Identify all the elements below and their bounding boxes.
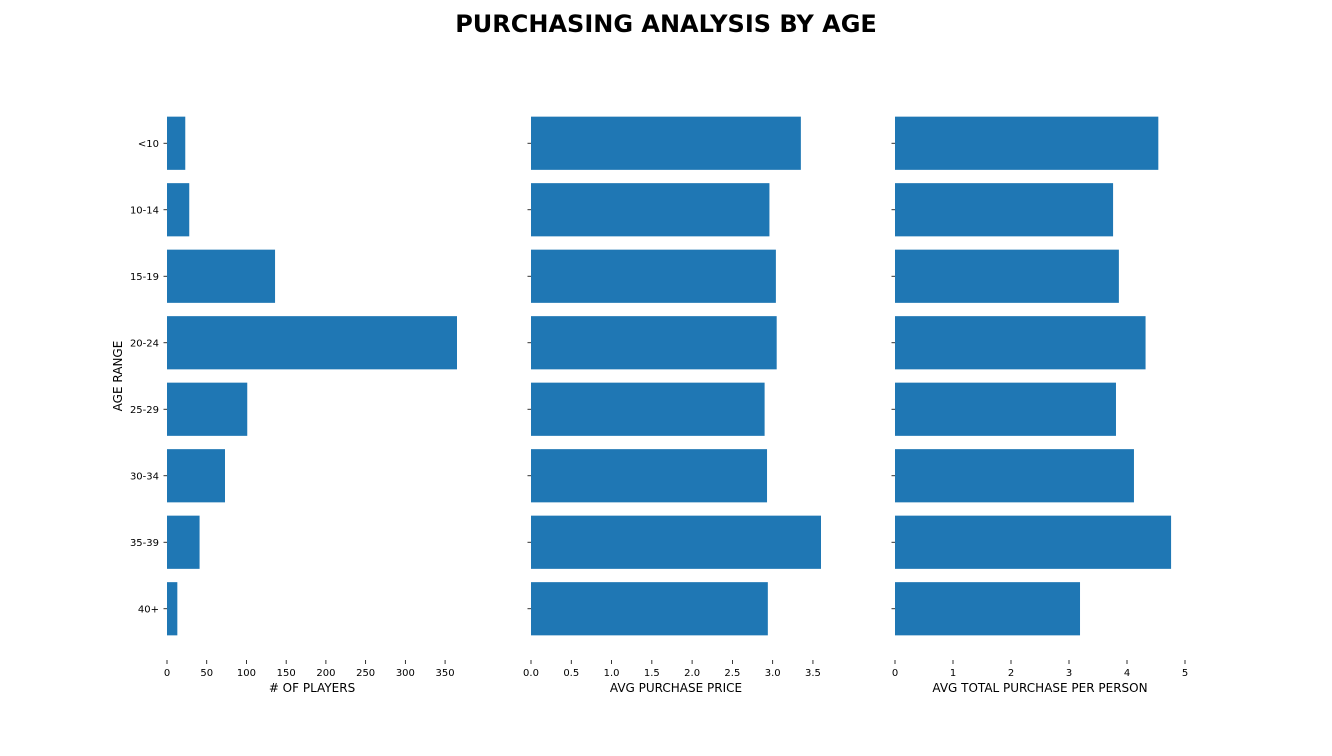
bar-panel1-1 xyxy=(167,116,186,170)
bar-panel3-3 xyxy=(895,249,1119,303)
y-tick-label-6: 30-34 xyxy=(130,471,159,482)
bar-panel3-6 xyxy=(895,449,1134,503)
y-axis-label: AGE RANGE xyxy=(111,341,125,412)
x-tick-label-panel1-1: 0 xyxy=(164,668,170,679)
bar-panel2-5 xyxy=(531,382,765,436)
bar-panel2-6 xyxy=(531,449,768,503)
y-tick-label-3: 15-19 xyxy=(130,272,159,283)
bar-panel3-4 xyxy=(895,316,1146,370)
bar-panel2-4 xyxy=(531,316,777,370)
bar-panel1-6 xyxy=(167,449,225,503)
bar-panel1-2 xyxy=(167,183,190,237)
bar-panel1-5 xyxy=(167,382,248,436)
x-tick-label-panel2-1: 0.0 xyxy=(523,668,539,679)
bar-panel1-8 xyxy=(167,582,178,636)
bar-panel2-7 xyxy=(531,515,821,569)
x-tick-label-panel3-5: 4 xyxy=(1124,668,1130,679)
x-tick-label-panel3-6: 5 xyxy=(1182,668,1188,679)
x-tick-label-panel3-1: 0 xyxy=(892,668,898,679)
bar-panel3-8 xyxy=(895,582,1081,636)
x-tick-label-panel1-6: 250 xyxy=(356,668,375,679)
x-tick-label-panel1-5: 200 xyxy=(316,668,335,679)
x-tick-label-panel3-4: 3 xyxy=(1066,668,1072,679)
bar-panel3-5 xyxy=(895,382,1116,436)
x-tick-label-panel1-8: 350 xyxy=(436,668,455,679)
bar-panel1-4 xyxy=(167,316,457,370)
x-tick-label-panel3-2: 1 xyxy=(950,668,956,679)
bar-panel2-2 xyxy=(531,183,770,237)
x-tick-label-panel1-2: 50 xyxy=(200,668,213,679)
y-tick-label-7: 35-39 xyxy=(130,538,159,549)
x-tick-label-panel3-3: 2 xyxy=(1008,668,1014,679)
y-tick-label-8: 40+ xyxy=(138,604,159,615)
x-tick-label-panel1-3: 100 xyxy=(237,668,256,679)
x-tick-label-panel1-4: 150 xyxy=(277,668,296,679)
x-tick-label-panel1-7: 300 xyxy=(396,668,415,679)
x-axis-label-panel2: AVG PURCHASE PRICE xyxy=(610,681,742,695)
bar-panel2-1 xyxy=(531,116,801,170)
bar-panel2-8 xyxy=(531,582,768,636)
bar-panel3-2 xyxy=(895,183,1114,237)
y-tick-label-1: <10 xyxy=(138,139,159,150)
x-axis-label-panel1: # OF PLAYERS xyxy=(269,681,355,695)
chart-title: PURCHASING ANALYSIS BY AGE xyxy=(455,10,877,38)
x-tick-label-panel2-7: 3.0 xyxy=(765,668,781,679)
bar-panel1-7 xyxy=(167,515,200,569)
bar-panel3-1 xyxy=(895,116,1159,170)
x-axis-label-panel3: AVG TOTAL PURCHASE PER PERSON xyxy=(932,681,1147,695)
x-tick-label-panel2-5: 2.0 xyxy=(684,668,700,679)
bar-panel3-7 xyxy=(895,515,1172,569)
x-tick-label-panel2-3: 1.0 xyxy=(604,668,620,679)
bar-panel2-3 xyxy=(531,249,776,303)
y-tick-label-5: 25-29 xyxy=(130,405,159,416)
x-tick-label-panel2-6: 2.5 xyxy=(724,668,740,679)
y-tick-label-4: 20-24 xyxy=(130,338,159,349)
x-tick-label-panel2-4: 1.5 xyxy=(644,668,660,679)
x-tick-label-panel2-8: 3.5 xyxy=(805,668,821,679)
bar-panel1-3 xyxy=(167,249,276,303)
y-tick-label-2: 10-14 xyxy=(130,205,159,216)
x-tick-label-panel2-2: 0.5 xyxy=(563,668,579,679)
